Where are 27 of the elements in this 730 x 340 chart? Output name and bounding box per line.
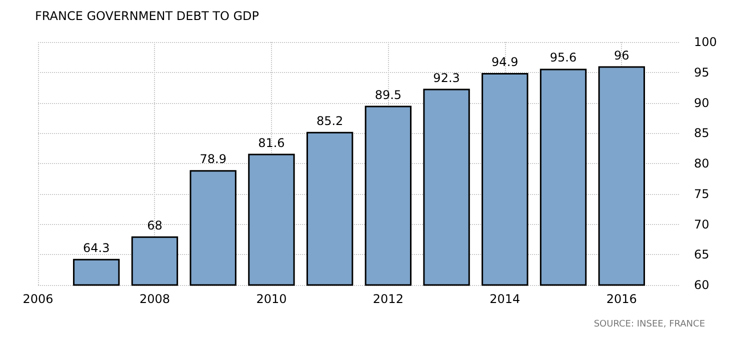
data-label: 94.9 [492,54,518,69]
x-tick-label: 2006 [22,292,54,306]
x-tick-label: 2016 [606,292,637,306]
data-label: 85.2 [316,114,344,128]
y-tick-label: 65 [694,248,710,262]
x-tick-label: 2010 [256,292,287,306]
data-label: 89.5 [374,88,402,102]
x-tick-label: 2014 [490,292,520,306]
y-tick-label: 85 [694,126,710,140]
data-label: 96 [614,48,630,62]
y-tick-label: 80 [694,156,710,170]
data-label: 92.3 [433,70,460,85]
y-tick-label: 100 [694,35,717,49]
y-tick-label: 75 [694,186,710,201]
source-note: SOURCE: INSEE, FRANCE [594,320,706,330]
y-tick-label: 90 [694,96,710,110]
y-tick-label: 70 [694,217,710,232]
data-label: 64.3 [83,240,110,255]
data-label: 95.6 [550,50,577,65]
data-label: 68 [147,218,162,232]
x-tick-label: 2008 [139,292,170,306]
data-label: 81.6 [258,136,285,150]
x-tick-label: 2012 [372,292,404,306]
y-tick-label: 60 [694,278,710,292]
chart-title: FRANCE GOVERNMENT DEBT TO GDP [35,9,259,23]
y-tick-label: 95 [694,65,710,80]
data-label: 78.9 [200,152,226,166]
